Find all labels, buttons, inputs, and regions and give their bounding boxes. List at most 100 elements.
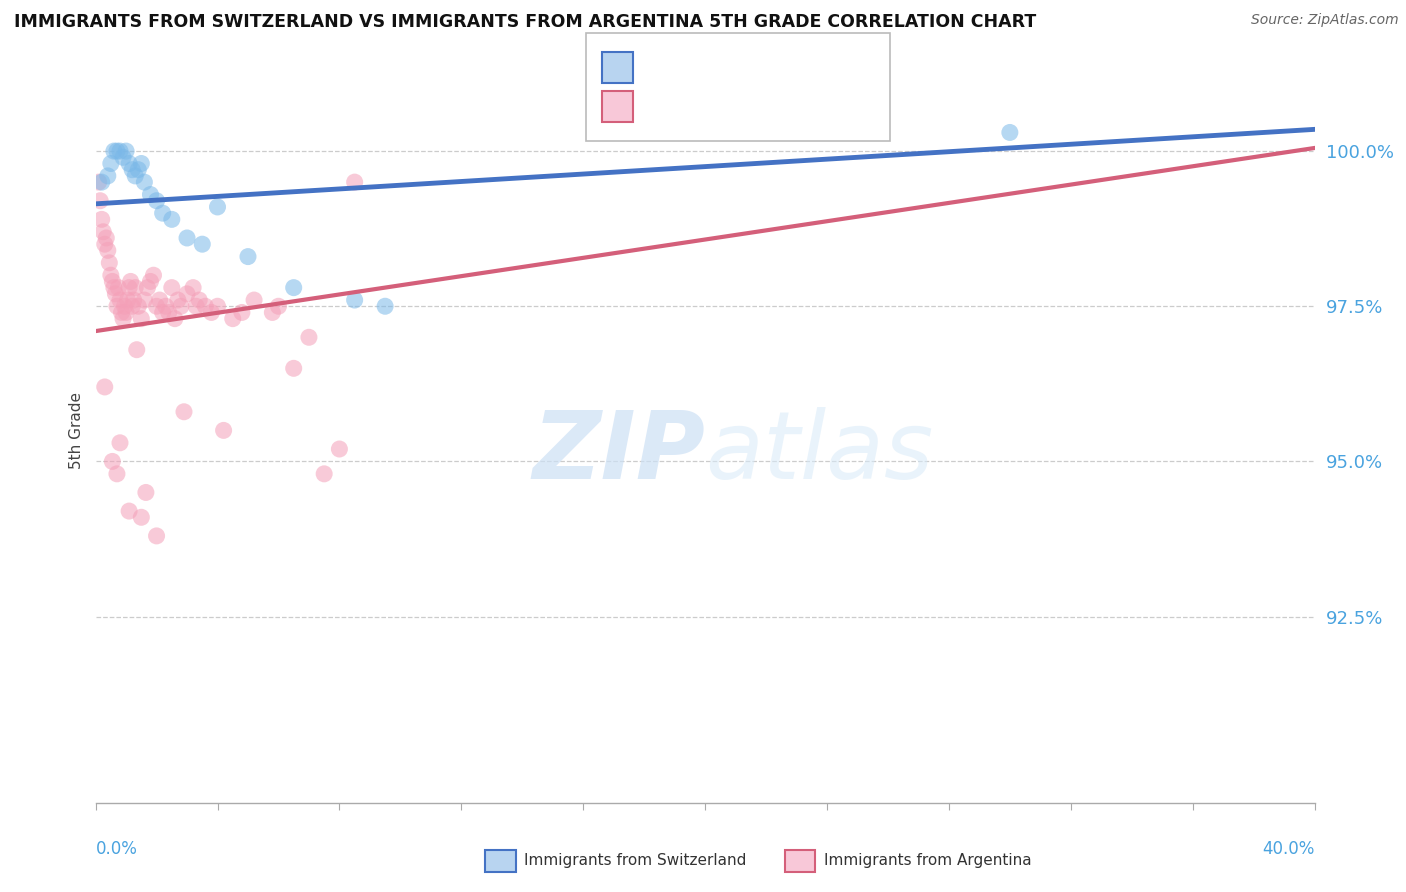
Point (124, 169, 146, 183)
Point (118, 280, 141, 294)
Point (127, 162, 149, 177)
Point (107, 280, 129, 294)
Point (135, 485, 157, 500)
Point (90, 212, 112, 227)
Point (222, 311, 245, 326)
Point (267, 299, 290, 313)
Point (131, 311, 153, 326)
Point (108, 293, 131, 307)
Point (155, 299, 177, 313)
Point (112, 311, 135, 326)
Text: atlas: atlas (706, 408, 934, 499)
Point (343, 293, 366, 307)
Point (998, 126, 1021, 140)
Point (97, 169, 120, 183)
Point (602, 113, 624, 128)
Point (100, 268, 122, 283)
Point (152, 305, 174, 319)
Point (374, 299, 396, 313)
Point (160, 280, 183, 294)
Text: Immigrants from Switzerland: Immigrants from Switzerland (524, 854, 747, 868)
Point (94, 237, 117, 252)
Point (103, 144, 125, 158)
Point (101, 454, 124, 468)
Point (134, 293, 156, 307)
Point (231, 305, 253, 319)
Point (176, 231, 198, 245)
Point (114, 299, 136, 313)
Point (115, 305, 138, 319)
Point (207, 200, 229, 214)
Point (105, 467, 128, 481)
Point (100, 156, 122, 170)
Point (125, 343, 148, 357)
Point (186, 299, 208, 313)
Point (103, 280, 125, 294)
Point (160, 212, 183, 227)
Point (90, 175, 112, 189)
Point (149, 293, 172, 307)
Point (121, 162, 143, 177)
Text: ZIP: ZIP (533, 407, 706, 499)
Point (139, 274, 162, 288)
Point (118, 156, 141, 170)
Point (181, 280, 204, 294)
Point (115, 144, 138, 158)
Point (121, 299, 143, 313)
Point (131, 156, 153, 170)
Point (243, 293, 266, 307)
Point (212, 424, 235, 438)
Point (145, 299, 167, 313)
Point (157, 305, 180, 319)
Y-axis label: 5th Grade: 5th Grade (69, 392, 84, 469)
Point (170, 299, 193, 313)
Point (108, 435, 131, 450)
Point (122, 293, 145, 307)
Point (117, 293, 139, 307)
Text: R = 0.317   N = 68: R = 0.317 N = 68 (641, 95, 841, 115)
Point (87, 175, 110, 189)
Point (139, 187, 162, 202)
Point (188, 293, 211, 307)
Point (173, 405, 195, 419)
Point (89, 194, 111, 208)
Point (96, 231, 118, 245)
Point (105, 144, 128, 158)
Text: 40.0%: 40.0% (1263, 840, 1315, 858)
Point (124, 280, 146, 294)
Point (127, 299, 149, 313)
Point (152, 206, 174, 220)
Text: 0.0%: 0.0% (96, 840, 138, 858)
Point (110, 305, 132, 319)
Point (94, 380, 117, 394)
Point (343, 175, 366, 189)
Point (145, 194, 167, 208)
Point (262, 305, 284, 319)
Point (200, 305, 222, 319)
Point (134, 175, 156, 189)
Point (283, 361, 305, 376)
Point (236, 250, 259, 264)
Point (142, 268, 165, 283)
Text: R = 0.375   N = 29: R = 0.375 N = 29 (641, 56, 841, 76)
Point (283, 280, 305, 294)
Point (298, 330, 321, 344)
Point (101, 274, 124, 288)
Text: Immigrants from Argentina: Immigrants from Argentina (824, 854, 1032, 868)
Point (98, 256, 121, 270)
Point (328, 442, 350, 456)
Point (167, 293, 190, 307)
Text: IMMIGRANTS FROM SWITZERLAND VS IMMIGRANTS FROM ARGENTINA 5TH GRADE CORRELATION C: IMMIGRANTS FROM SWITZERLAND VS IMMIGRANT… (14, 13, 1036, 31)
Point (163, 311, 186, 326)
Point (131, 510, 153, 524)
Point (118, 504, 141, 518)
Point (145, 529, 167, 543)
Point (108, 144, 131, 158)
Text: Source: ZipAtlas.com: Source: ZipAtlas.com (1251, 13, 1399, 28)
Point (104, 286, 127, 301)
Point (207, 299, 229, 313)
Point (191, 237, 214, 252)
Point (194, 299, 217, 313)
Point (91, 225, 114, 239)
Point (120, 274, 142, 288)
